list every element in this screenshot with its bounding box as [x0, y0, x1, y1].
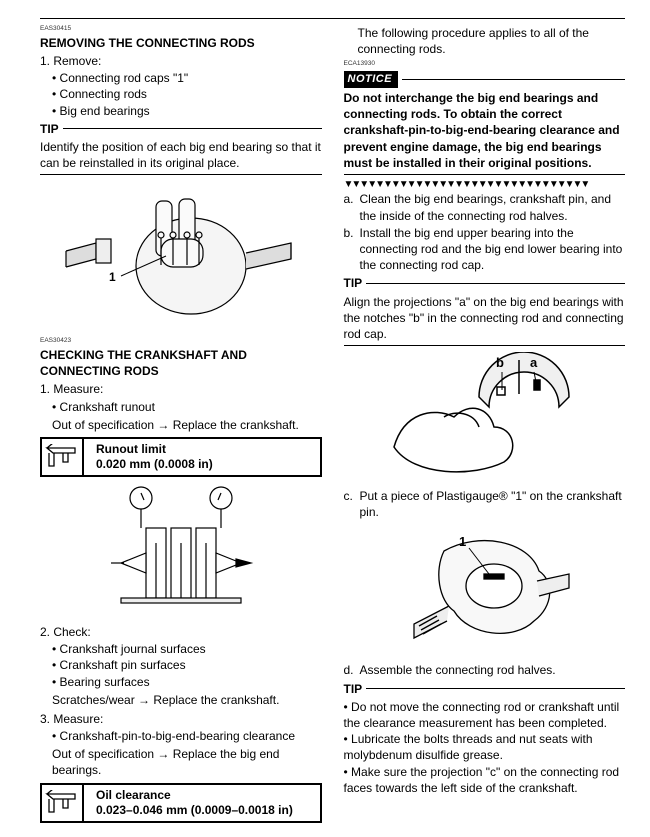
bullet-item: Lubricate the bolts threads and nut seat… [344, 731, 626, 763]
step-check-2: 2. Check: [40, 624, 322, 640]
callout-1: 1 [459, 534, 466, 549]
spec-box-runout: Runout limit 0.020 mm (0.0008 in) [40, 437, 322, 477]
spec-title: Runout limit [96, 442, 213, 457]
intro-text: The following procedure applies to all o… [358, 25, 626, 57]
spec-box-clearance: Oil clearance 0.023–0.046 mm (0.0009–0.0… [40, 783, 322, 823]
step-measure-3: 3. Measure: [40, 711, 322, 727]
tip1-text: Align the projections "a" on the big end… [344, 294, 626, 343]
bullet-item: Make sure the projection "c" on the conn… [344, 764, 626, 796]
caliper-icon [42, 785, 84, 821]
step-label-b: b. [344, 225, 360, 274]
tip-label: TIP [40, 121, 59, 137]
bullet-item: Bearing surfaces [52, 674, 322, 690]
figure-plastigauge: 1 [389, 526, 579, 656]
notice-label: NOTICE [344, 71, 399, 88]
measure1-action: Out of specification → Replace the crank… [52, 417, 322, 433]
step-label-d: d. [344, 662, 360, 678]
spec-value: 0.023–0.046 mm (0.0009–0.0018 in) [96, 803, 293, 818]
step-measure-1: 1. Measure: [40, 381, 322, 397]
ref-code: EAS30415 [40, 25, 322, 34]
bullet-item: Do not move the connecting rod or cranks… [344, 699, 626, 731]
measure3-bullets: Crankshaft-pin-to-big-end-bearing cleara… [52, 728, 322, 744]
step-a-text: Clean the big end bearings, crankshaft p… [360, 191, 626, 223]
figure-callout: 1 [109, 270, 116, 284]
tip-label: TIP [344, 275, 363, 291]
notice-text: Do not interchange the big end bearings … [344, 90, 626, 171]
section-title-checking: CHECKING THE CRANKSHAFT AND CONNECTING R… [40, 347, 322, 379]
section-title-removing: REMOVING THE CONNECTING RODS [40, 35, 322, 51]
step-label-c: c. [344, 488, 360, 520]
measure1-bullets: Crankshaft runout [52, 399, 322, 415]
bullet-item: Connecting rods [52, 86, 322, 102]
tip-header: TIP [344, 275, 626, 291]
step-c-text: Put a piece of Plastigauge® "1" on the c… [360, 488, 626, 520]
bullet-item: Crankshaft runout [52, 399, 322, 415]
bullet-item: Crankshaft journal surfaces [52, 641, 322, 657]
tip-label: TIP [344, 681, 363, 697]
spec-value: 0.020 mm (0.0008 in) [96, 457, 213, 472]
ref-code: EAS30423 [40, 337, 322, 346]
bullet-item: Big end bearings [52, 103, 322, 119]
tip-header: TIP [40, 121, 322, 137]
ref-code: ECA13930 [344, 60, 626, 69]
figure-crankshaft-rods: 1 [61, 181, 301, 331]
notice-header: NOTICE [344, 71, 626, 88]
bullet-item: Crankshaft pin surfaces [52, 657, 322, 673]
measure3-action: Out of specification → Replace the big e… [52, 746, 322, 778]
bullet-item: Connecting rod caps "1" [52, 70, 322, 86]
spec-title: Oil clearance [96, 788, 293, 803]
step-b-text: Install the big end upper bearing into t… [360, 225, 626, 274]
check-action: Scratches/wear → Replace the crankshaft. [52, 692, 322, 708]
step-label-a: a. [344, 191, 360, 223]
tip-text: Identify the position of each big end be… [40, 139, 322, 171]
remove-bullets: Connecting rod caps "1" Connecting rods … [52, 70, 322, 119]
step-remove: 1. Remove: [40, 53, 322, 69]
check-bullets: Crankshaft journal surfaces Crankshaft p… [52, 641, 322, 690]
callout-b: b [496, 355, 504, 370]
callout-a: a [530, 355, 538, 370]
bullet-item: Crankshaft-pin-to-big-end-bearing cleara… [52, 728, 322, 744]
figure-bearing-align: b a [384, 352, 584, 482]
tip-header: TIP [344, 681, 626, 697]
caliper-icon [42, 439, 84, 475]
triangle-divider: ▼▼▼▼▼▼▼▼▼▼▼▼▼▼▼▼▼▼▼▼▼▼▼▼▼▼▼▼▼▼▼ [344, 178, 626, 192]
figure-runout-check [91, 483, 271, 618]
tip2-bullets: Do not move the connecting rod or cranks… [344, 699, 626, 796]
step-d-text: Assemble the connecting rod halves. [360, 662, 626, 678]
